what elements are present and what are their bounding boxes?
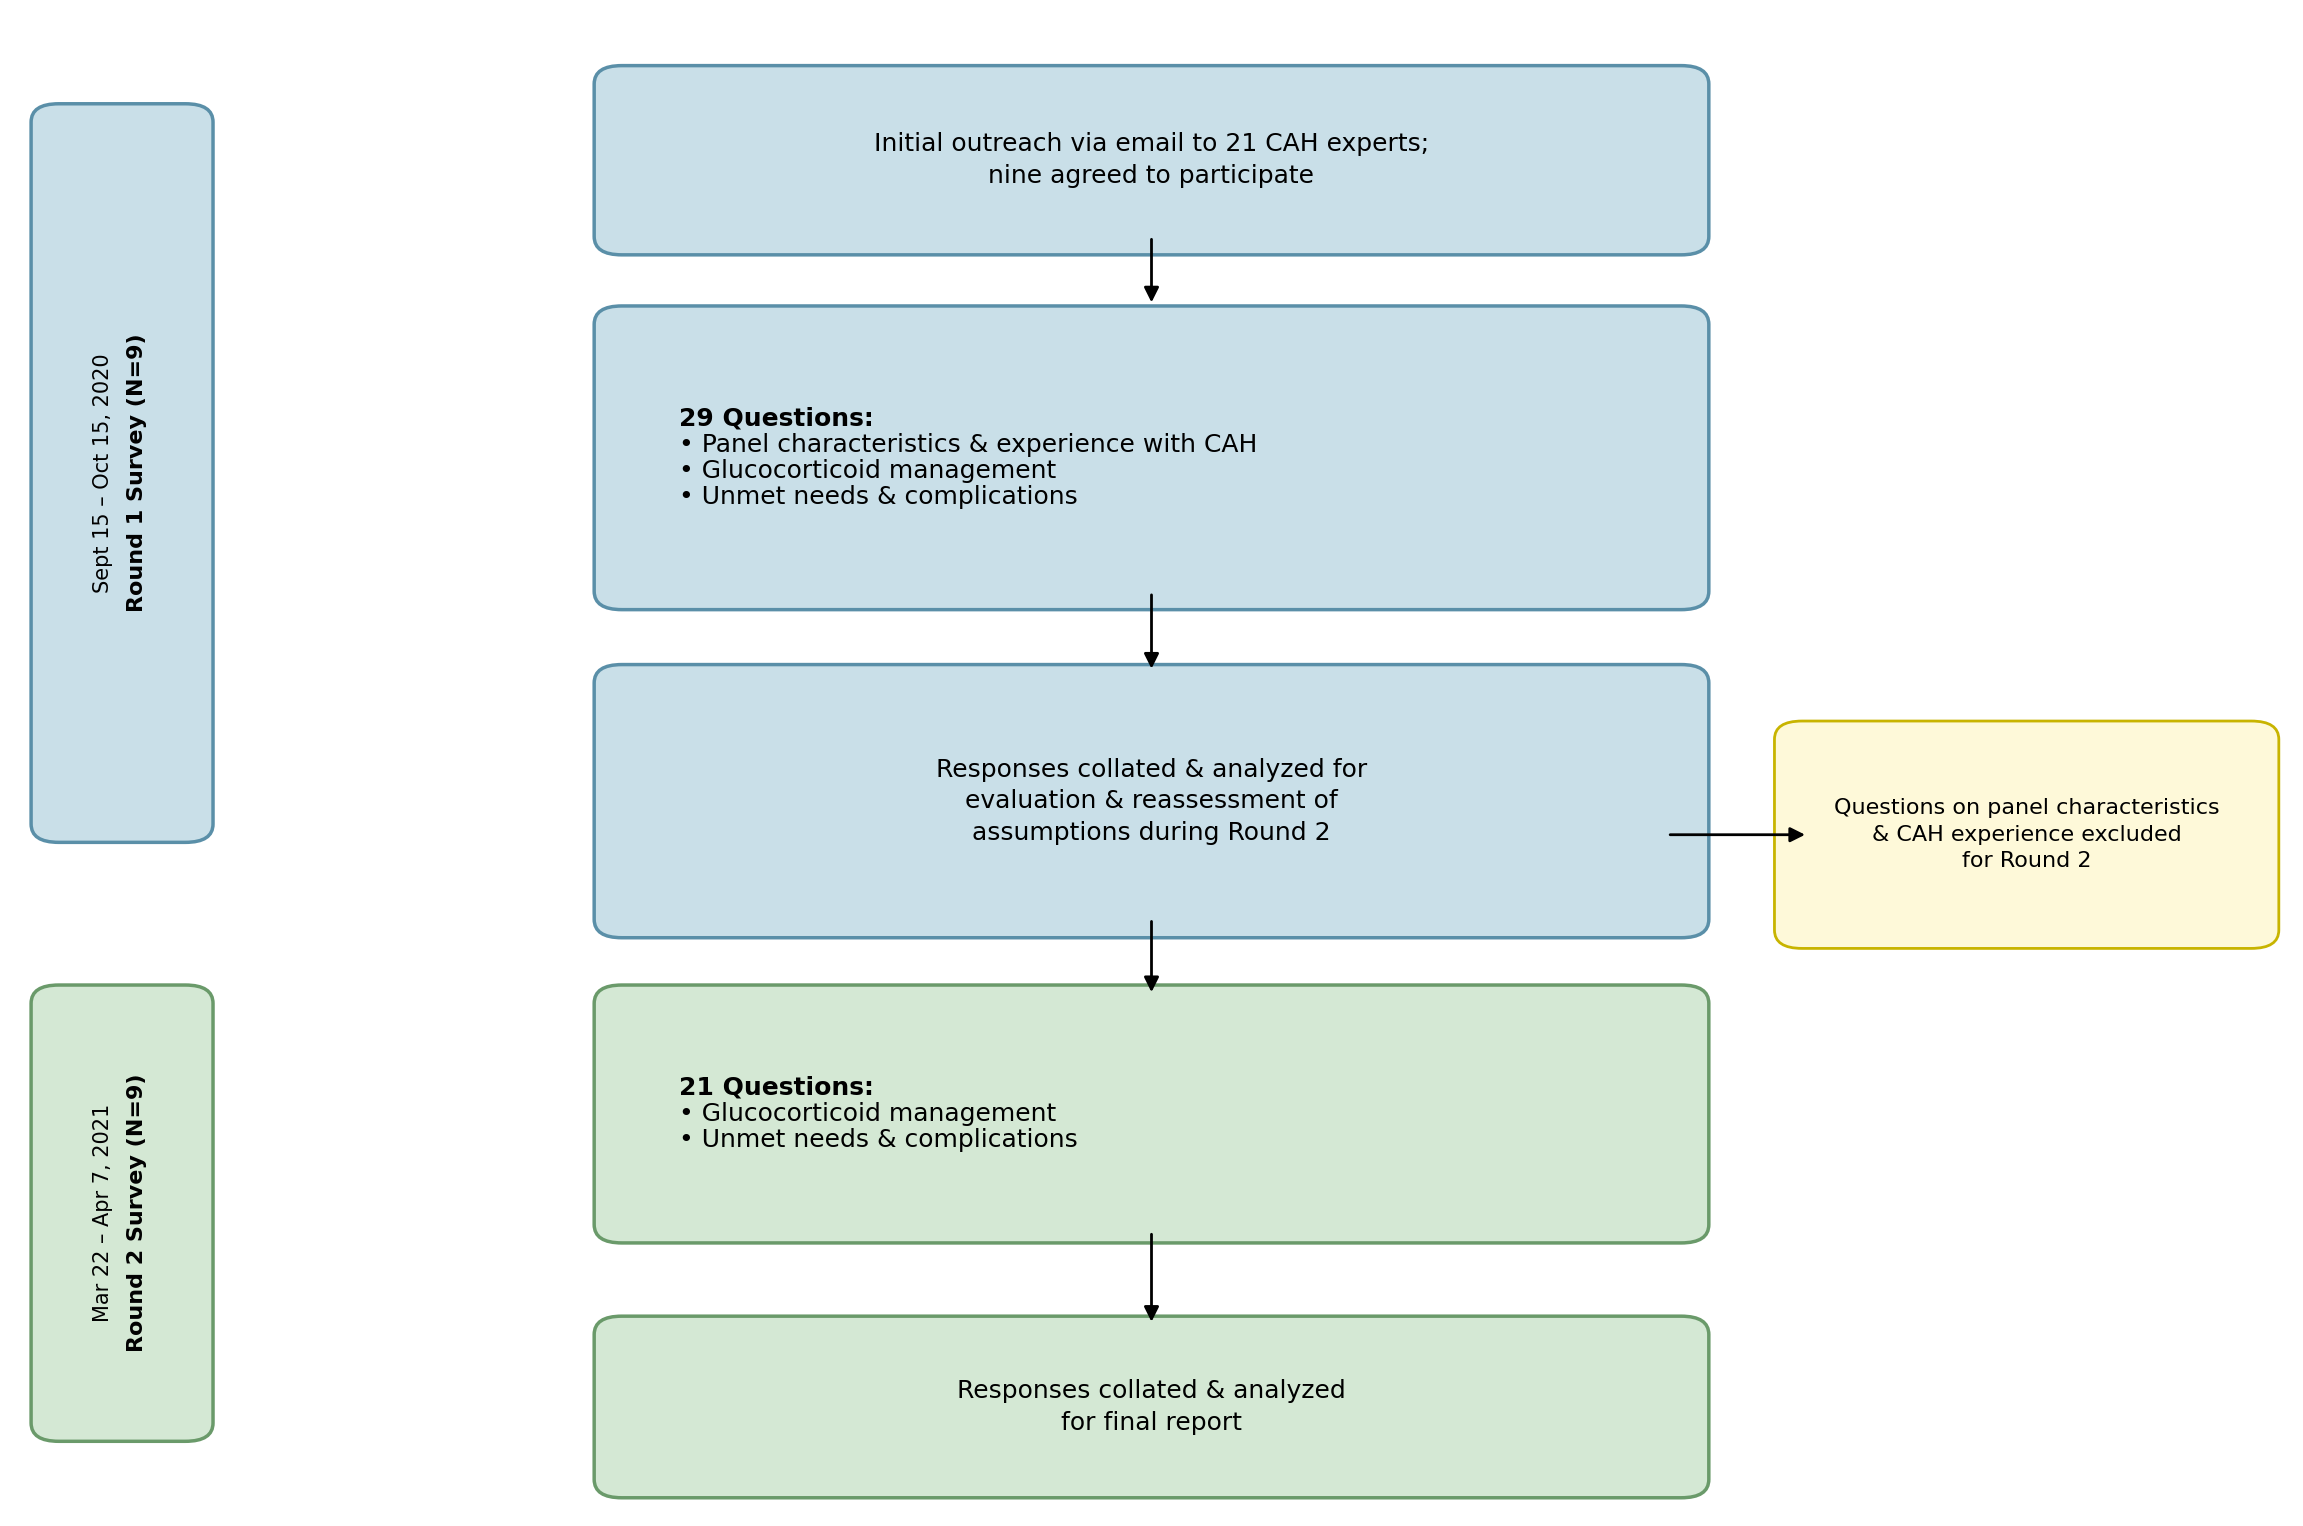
Text: • Glucocorticoid management: • Glucocorticoid management bbox=[679, 1102, 1057, 1126]
FancyBboxPatch shape bbox=[30, 986, 212, 1441]
FancyBboxPatch shape bbox=[594, 307, 1709, 610]
FancyBboxPatch shape bbox=[594, 986, 1709, 1242]
Text: Responses collated & analyzed for
evaluation & reassessment of
assumptions durin: Responses collated & analyzed for evalua… bbox=[935, 757, 1368, 845]
Text: • Unmet needs & complications: • Unmet needs & complications bbox=[679, 1128, 1078, 1152]
Text: Sept 15 – Oct 15, 2020: Sept 15 – Oct 15, 2020 bbox=[92, 353, 113, 594]
Text: Responses collated & analyzed
for final report: Responses collated & analyzed for final … bbox=[958, 1380, 1345, 1434]
FancyBboxPatch shape bbox=[30, 104, 212, 842]
Text: Questions on panel characteristics
& CAH experience excluded
for Round 2: Questions on panel characteristics & CAH… bbox=[1833, 798, 2220, 871]
FancyBboxPatch shape bbox=[594, 665, 1709, 937]
Text: Round 2 Survey (N=9): Round 2 Survey (N=9) bbox=[127, 1074, 147, 1352]
Text: Mar 22 – Apr 7, 2021: Mar 22 – Apr 7, 2021 bbox=[92, 1103, 113, 1323]
Text: • Panel characteristics & experience with CAH: • Panel characteristics & experience wit… bbox=[679, 433, 1257, 456]
FancyBboxPatch shape bbox=[594, 66, 1709, 255]
FancyBboxPatch shape bbox=[594, 1315, 1709, 1499]
Text: • Unmet needs & complications: • Unmet needs & complications bbox=[679, 485, 1078, 510]
Text: • Glucocorticoid management: • Glucocorticoid management bbox=[679, 459, 1057, 482]
Text: 21 Questions:: 21 Questions: bbox=[679, 1076, 875, 1100]
Text: Initial outreach via email to 21 CAH experts;
nine agreed to participate: Initial outreach via email to 21 CAH exp… bbox=[873, 133, 1430, 188]
Text: 29 Questions:: 29 Questions: bbox=[679, 406, 875, 430]
Text: Round 1 Survey (N=9): Round 1 Survey (N=9) bbox=[127, 334, 147, 612]
FancyBboxPatch shape bbox=[1773, 722, 2278, 948]
